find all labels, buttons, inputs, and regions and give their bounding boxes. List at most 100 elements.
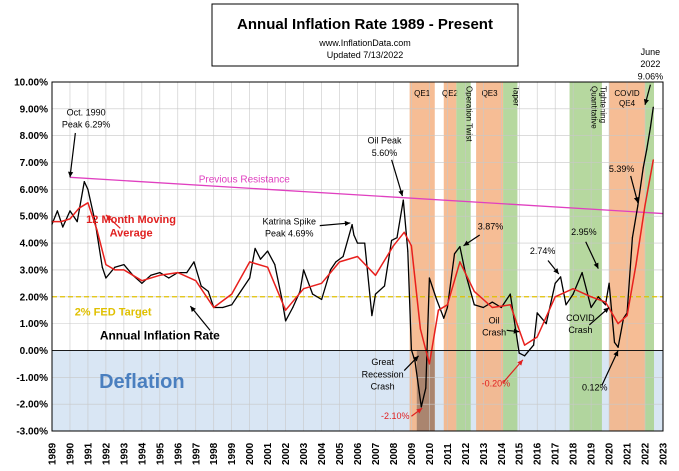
inflation-point [473, 304, 475, 306]
inflation-point [572, 293, 574, 295]
y-tick-label: 6.00% [20, 185, 48, 196]
moving-average-point [617, 323, 619, 325]
annotation-label: -2.10% [381, 411, 410, 421]
moving-average-point [572, 288, 574, 290]
moving-average-point [195, 280, 197, 282]
inflation-point [374, 293, 377, 295]
x-tick-label: 1993 [119, 442, 130, 465]
y-tick-label: -3.00% [16, 427, 48, 438]
reference-lines [52, 176, 664, 298]
x-tick-label: 1999 [227, 442, 238, 465]
inflation-point [425, 387, 427, 389]
band-7 [645, 82, 655, 431]
x-tick-label: 2000 [245, 442, 256, 465]
inflation-point [364, 242, 366, 244]
x-tick-label: 2008 [389, 442, 400, 465]
arrow-head [190, 306, 196, 312]
annotation-label: COVID [566, 313, 595, 323]
x-tick-label: 1990 [65, 442, 76, 465]
annotation-label: 0.12% [582, 383, 608, 393]
inflation-point [342, 255, 344, 258]
inflation-point [631, 237, 634, 239]
inflation-point [231, 304, 233, 306]
inflation-point [608, 282, 610, 284]
annotation-label: Crash [482, 328, 506, 338]
arrow-head [603, 307, 610, 314]
moving-average-point [652, 159, 654, 161]
x-tick-label: 2009 [407, 442, 418, 465]
arrow-shaft [69, 132, 76, 178]
inflation-point [259, 258, 262, 260]
moving-average-point [392, 245, 395, 247]
inflation-point [351, 223, 353, 226]
moving-average-point [403, 231, 405, 233]
inflation-point [590, 306, 592, 309]
inflation-point [69, 210, 71, 212]
inflation-line [51, 107, 654, 408]
inflation-point [410, 349, 413, 351]
inflation-point [509, 293, 511, 295]
x-tick-label: 2020 [605, 442, 616, 465]
y-tick-label: -2.00% [16, 400, 48, 411]
inflation-point [87, 188, 89, 190]
inflation-point [200, 285, 202, 287]
annotation-label: Crash [371, 381, 395, 391]
inflation-point [356, 242, 359, 244]
inflation-point [56, 210, 58, 212]
x-tick-label: 2013 [479, 442, 490, 465]
moving-average-point [96, 229, 98, 231]
moving-average-point [141, 280, 143, 282]
inflation-point [207, 290, 209, 292]
arrow-head [105, 214, 112, 221]
y-tick-label: 9.00% [20, 104, 48, 115]
moving-average-point [419, 328, 421, 330]
band-label-5: QuantitativeTightening [590, 86, 608, 129]
series-lines [51, 106, 655, 408]
y-tick-label: 4.00% [20, 239, 48, 250]
x-tick-label: 2004 [317, 442, 328, 465]
annotation-label: Oil Peak [367, 136, 402, 146]
inflation-point [240, 290, 242, 292]
x-tick-label: 2002 [281, 442, 292, 465]
plot-border [51, 81, 664, 432]
inflation-point [554, 282, 556, 284]
annotation-label: 12 Month Moving [86, 214, 176, 226]
resistance-line [69, 176, 664, 215]
inflation-point [254, 247, 256, 250]
moving-average-point [524, 344, 526, 346]
inflation-point [459, 245, 461, 248]
arrow-head [517, 359, 523, 366]
x-tick-label: 1989 [48, 442, 59, 465]
inflation-point [533, 344, 535, 346]
policy-bands: QE1 QE2 Operation Twist QE3 Taper Quantitativ… [409, 82, 655, 431]
moving-average-point [177, 272, 179, 274]
annotation-label: -0.20% [482, 379, 511, 389]
moving-average-point [437, 309, 439, 311]
inflation-point [402, 199, 404, 201]
x-tick-label: 2023 [659, 442, 670, 465]
annotation-label: Great [371, 357, 394, 367]
moving-average-point [590, 296, 592, 298]
inflation-point [76, 221, 78, 223]
moving-average-point [635, 263, 637, 266]
annotation-label: Peak 6.29% [62, 120, 111, 130]
moving-average-point [626, 314, 628, 317]
inflation-point [545, 323, 547, 325]
annotation-label: 2.74% [530, 246, 556, 256]
y-tick-label: 3.00% [20, 265, 48, 276]
moving-average-point [509, 304, 511, 306]
moving-average-point [459, 261, 461, 263]
inflation-point [500, 306, 502, 309]
moving-average-point [356, 255, 359, 258]
inflation-point [604, 304, 607, 306]
inflation-point [83, 180, 85, 183]
arrow-head [593, 262, 599, 269]
inflation-point [114, 266, 116, 268]
inflation-point [320, 298, 323, 301]
annotation-label: Oil [489, 316, 500, 326]
inflation-point [617, 346, 619, 348]
inflation-point [649, 127, 652, 129]
band-1 [443, 82, 457, 431]
x-tick-label: 2007 [371, 442, 382, 465]
annotation-label: 2.95% [571, 227, 597, 237]
